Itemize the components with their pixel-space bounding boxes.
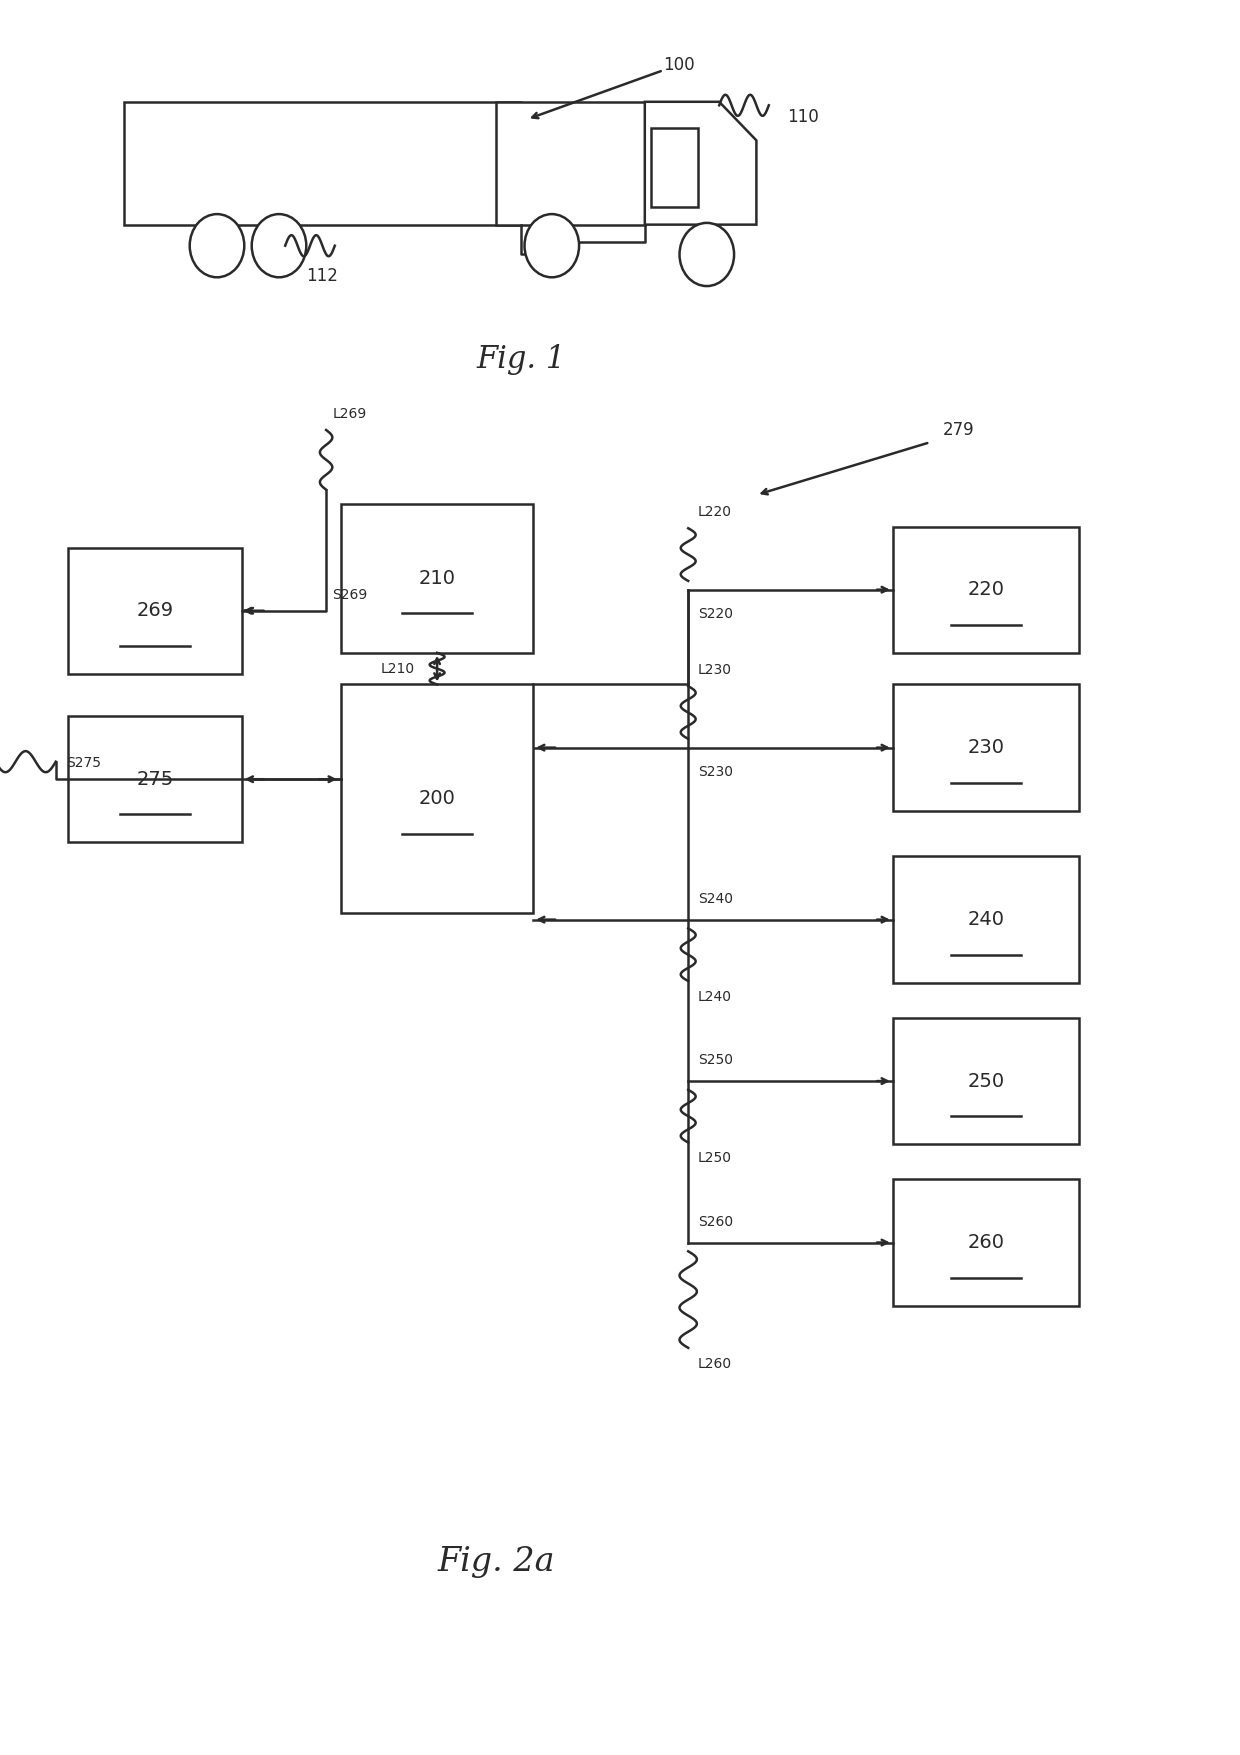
Text: S260: S260 — [698, 1214, 733, 1228]
Text: S250: S250 — [698, 1053, 733, 1067]
Text: S240: S240 — [698, 892, 733, 906]
Bar — [341, 504, 533, 653]
Text: 210: 210 — [419, 569, 455, 588]
Text: 110: 110 — [787, 109, 820, 126]
Text: L240: L240 — [698, 990, 732, 1004]
Text: 279: 279 — [942, 421, 975, 439]
Text: L250: L250 — [698, 1151, 732, 1165]
Bar — [496, 102, 645, 225]
Text: 220: 220 — [967, 581, 1004, 598]
Ellipse shape — [190, 214, 244, 277]
Bar — [651, 128, 698, 207]
Text: Fig. 1: Fig. 1 — [476, 344, 565, 376]
Text: L230: L230 — [698, 663, 732, 677]
Ellipse shape — [525, 214, 579, 277]
Text: S220: S220 — [698, 607, 733, 621]
Bar — [341, 684, 533, 913]
Text: L269: L269 — [332, 407, 367, 421]
Bar — [893, 1018, 1079, 1144]
Ellipse shape — [252, 214, 306, 277]
Bar — [893, 526, 1079, 653]
Text: S275: S275 — [66, 756, 100, 770]
Bar — [68, 716, 242, 842]
Text: L260: L260 — [698, 1357, 733, 1371]
Text: 112: 112 — [306, 267, 339, 284]
Ellipse shape — [680, 223, 734, 286]
Text: 200: 200 — [419, 790, 455, 807]
Bar — [124, 102, 521, 225]
Text: 275: 275 — [136, 770, 174, 788]
Text: S230: S230 — [698, 765, 733, 779]
Text: Fig. 2a: Fig. 2a — [438, 1546, 554, 1578]
Text: 100: 100 — [663, 56, 696, 74]
Text: L220: L220 — [698, 505, 732, 519]
Polygon shape — [645, 102, 756, 225]
Bar — [68, 548, 242, 674]
Text: 250: 250 — [967, 1072, 1004, 1090]
Text: 260: 260 — [967, 1234, 1004, 1251]
Bar — [893, 684, 1079, 811]
Text: 240: 240 — [967, 911, 1004, 928]
Text: L210: L210 — [381, 662, 414, 676]
Text: S269: S269 — [332, 588, 367, 602]
Bar — [893, 856, 1079, 983]
Bar — [893, 1179, 1079, 1306]
Text: 269: 269 — [136, 602, 174, 620]
Text: 230: 230 — [967, 739, 1004, 756]
